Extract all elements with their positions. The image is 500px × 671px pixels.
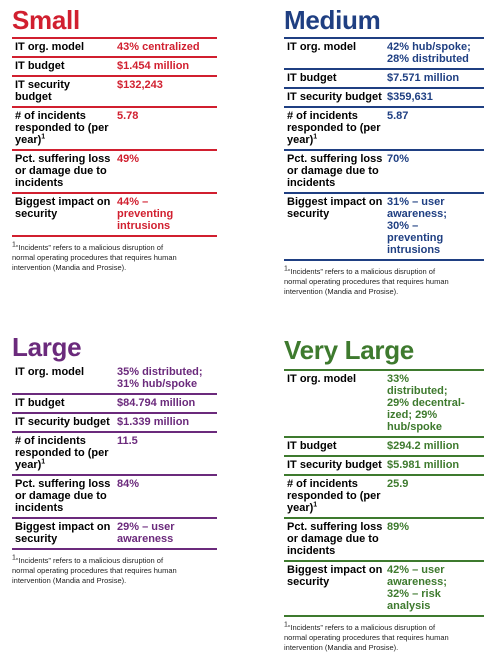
label-security-budget: IT security budget (15, 79, 71, 103)
label-loss: Pct. suffering loss or damage due to inc… (287, 521, 383, 557)
value-impact: 44% – preventing intrusions (117, 196, 174, 232)
row-incidents: # of incidents responded to (per year)1 … (284, 108, 484, 151)
value-org-model: 42% hub/spoke; 28% distributed (387, 41, 471, 65)
label-budget: IT budget (287, 440, 337, 452)
row-budget: IT budget $84.794 million (12, 395, 217, 414)
row-org-model: IT org. model 35% distributed; 31% hub/s… (12, 364, 217, 395)
row-loss: Pct. suffering loss or damage due to inc… (12, 151, 217, 194)
row-org-model: IT org. model 33% distributed; 29% decen… (284, 371, 484, 438)
value-loss: 84% (117, 478, 140, 490)
value-loss: 89% (387, 521, 410, 533)
row-budget: IT budget $1.454 million (12, 58, 217, 77)
value-budget: $294.2 million (387, 440, 460, 452)
row-security-budget: IT security budget $132,243 (12, 77, 217, 108)
label-security-budget: IT security budget (15, 416, 110, 428)
row-org-model: IT org. model 43% centralized (12, 39, 217, 58)
table-medium: IT org. model 42% hub/spoke; 28% distrib… (284, 37, 484, 261)
footnote-small: 1“Incidents” refers to a malicious disru… (12, 241, 177, 273)
row-incidents: # of incidents responded to (per year)1 … (12, 433, 217, 476)
value-impact: 42% – user awareness; 32% – risk analysi… (387, 564, 447, 612)
row-loss: Pct. suffering loss or damage due to inc… (284, 519, 484, 562)
row-impact: Biggest impact on security 42% – user aw… (284, 562, 484, 617)
row-impact: Biggest impact on security 44% – prevent… (12, 194, 217, 237)
table-very-large: IT org. model 33% distributed; 29% decen… (284, 369, 484, 617)
panel-large: Large IT org. model 35% distributed; 31%… (12, 333, 217, 586)
row-incidents: # of incidents responded to (per year)1 … (12, 108, 217, 151)
panel-small: Small IT org. model 43% centralized IT b… (12, 6, 217, 273)
label-budget: IT budget (15, 60, 65, 72)
value-security-budget: $5.981 million (387, 459, 460, 471)
value-incidents: 25.9 (387, 478, 409, 490)
row-loss: Pct. suffering loss or damage due to inc… (284, 151, 484, 194)
label-org-model: IT org. model (287, 41, 357, 53)
row-budget: IT budget $294.2 million (284, 438, 484, 457)
label-incidents: # of incidents responded to (per year)1 (287, 110, 381, 146)
value-impact: 29% – user awareness (117, 521, 175, 545)
value-org-model: 43% centralized (117, 41, 200, 53)
label-budget: IT budget (15, 397, 65, 409)
label-org-model: IT org. model (15, 366, 85, 378)
value-org-model: 33% distributed; 29% decentral-ized; 29%… (387, 373, 465, 433)
label-loss: Pct. suffering loss or damage due to inc… (15, 478, 111, 514)
panel-title-small: Small (12, 5, 80, 35)
value-impact: 31% – user awareness; 30% – preventing i… (387, 196, 447, 256)
table-small: IT org. model 43% centralized IT budget … (12, 37, 217, 237)
label-incidents: # of incidents responded to (per year)1 (15, 110, 109, 146)
value-incidents: 5.78 (117, 110, 139, 122)
value-incidents: 11.5 (117, 435, 138, 447)
label-impact: Biggest impact on security (15, 521, 111, 545)
row-security-budget: IT security budget $1.339 million (12, 414, 217, 433)
footnote-medium: 1“Incidents” refers to a malicious disru… (284, 265, 449, 297)
value-budget: $7.571 million (387, 72, 460, 84)
label-org-model: IT org. model (15, 41, 85, 53)
footnote-large: 1“Incidents” refers to a malicious disru… (12, 554, 177, 586)
label-security-budget: IT security budget (287, 459, 382, 471)
label-incidents: # of incidents responded to (per year)1 (287, 478, 381, 514)
panel-medium: Medium IT org. model 42% hub/spoke; 28% … (284, 6, 484, 297)
row-impact: Biggest impact on security 31% – user aw… (284, 194, 484, 261)
label-org-model: IT org. model (287, 373, 357, 385)
value-security-budget: $1.339 million (117, 416, 190, 428)
footnote-very-large: 1“Incidents” refers to a malicious disru… (284, 621, 449, 653)
row-loss: Pct. suffering loss or damage due to inc… (12, 476, 217, 519)
value-loss: 70% (387, 153, 410, 165)
value-loss: 49% (117, 153, 140, 165)
value-budget: $84.794 million (117, 397, 196, 409)
panel-very-large: Very Large IT org. model 33% distributed… (284, 336, 484, 653)
label-loss: Pct. suffering loss or damage due to inc… (15, 153, 111, 189)
row-budget: IT budget $7.571 million (284, 70, 484, 89)
panel-title-large: Large (12, 332, 82, 362)
value-incidents: 5.87 (387, 110, 409, 122)
label-impact: Biggest impact on security (287, 564, 383, 588)
label-impact: Biggest impact on security (15, 196, 111, 220)
row-org-model: IT org. model 42% hub/spoke; 28% distrib… (284, 39, 484, 70)
label-security-budget: IT security budget (287, 91, 382, 103)
row-impact: Biggest impact on security 29% – user aw… (12, 519, 217, 550)
value-security-budget: $359,631 (387, 91, 433, 103)
label-budget: IT budget (287, 72, 337, 84)
value-budget: $1.454 million (117, 60, 190, 72)
label-loss: Pct. suffering loss or damage due to inc… (287, 153, 383, 189)
value-org-model: 35% distributed; 31% hub/spoke (117, 366, 203, 390)
value-security-budget: $132,243 (117, 79, 163, 91)
row-security-budget: IT security budget $359,631 (284, 89, 484, 108)
label-incidents: # of incidents responded to (per year)1 (15, 435, 109, 471)
panel-title-medium: Medium (284, 5, 381, 35)
row-security-budget: IT security budget $5.981 million (284, 457, 484, 476)
panel-title-very-large: Very Large (284, 335, 414, 365)
label-impact: Biggest impact on security (287, 196, 383, 220)
row-incidents: # of incidents responded to (per year)1 … (284, 476, 484, 519)
table-large: IT org. model 35% distributed; 31% hub/s… (12, 364, 217, 550)
